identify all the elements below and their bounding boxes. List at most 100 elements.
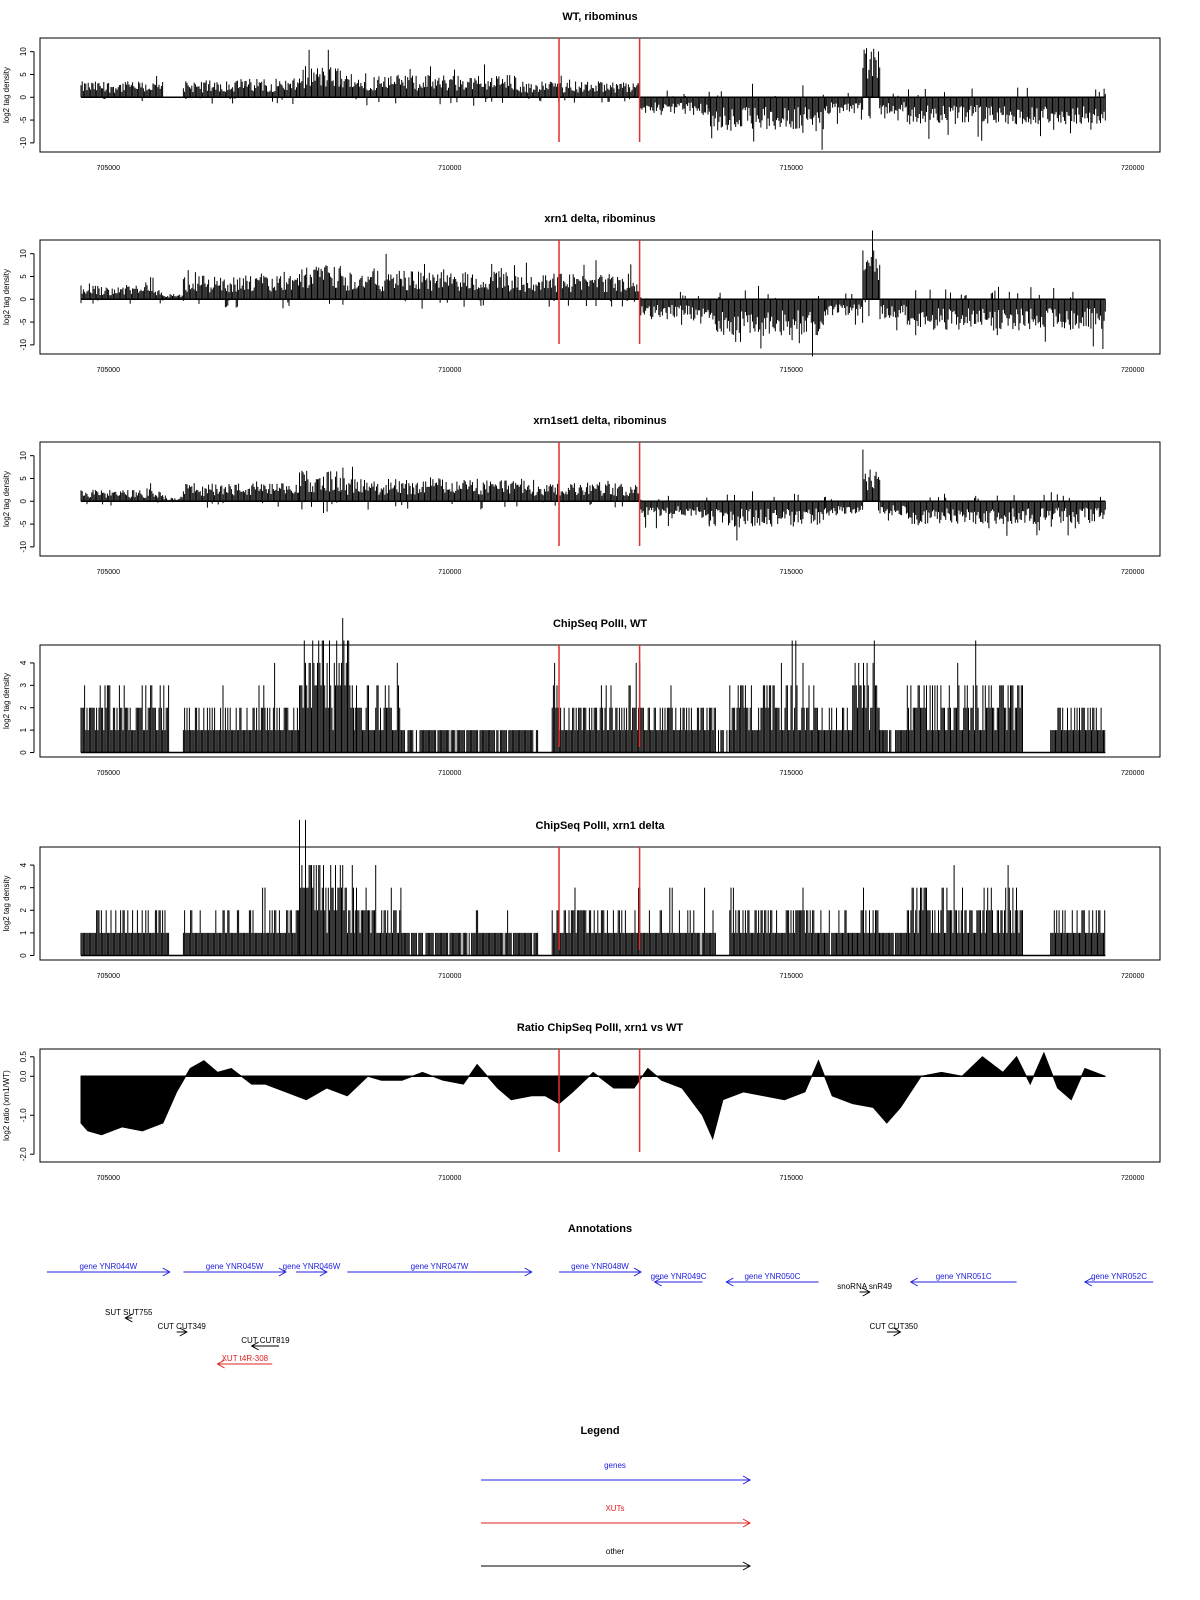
panel-4: ChipSeq PolII, WT 0 1 2 3 4 log2 tag density 70… [2, 618, 1161, 777]
x-tick-label: 710000 [438, 569, 461, 576]
bar-segment-9 [708, 83, 825, 150]
bar-segment-7 [517, 75, 640, 103]
bar-segment-18 [1050, 707, 1106, 753]
y-tick-label: 10 [19, 451, 28, 460]
bar-segment-6 [517, 478, 640, 508]
x-tick-label: 715000 [780, 973, 803, 980]
x-axis: 705000 710000 715000 720000 [97, 569, 1145, 576]
bar-segment-6 [353, 662, 402, 753]
arrow-head [162, 1267, 171, 1277]
bar-segment-18 [1050, 910, 1106, 956]
bar-segment-15 [879, 730, 907, 753]
legend-item: genes [481, 1461, 752, 1485]
panel-title: Ratio ChipSeq PolII, xrn1 vs WT [517, 1022, 684, 1034]
y-tick-label: 2 [19, 908, 28, 913]
bar-segment-9 [551, 662, 641, 753]
annotation-label: gene YNR047W [411, 1262, 469, 1271]
bar-segment-5 [299, 618, 354, 753]
arrow-head [250, 1341, 259, 1351]
y-tick-label: 5 [19, 476, 28, 481]
y-tick-label: 0.5 [19, 1051, 28, 1063]
ratio-area [80, 1051, 1106, 1141]
y-tick-label: 1 [19, 727, 28, 732]
bar-segment-8 [708, 285, 825, 357]
x-axis: 705000 710000 715000 720000 [97, 367, 1145, 374]
bar-segment-5 [340, 253, 518, 309]
legend-item-label: XUTs [605, 1504, 624, 1513]
legend: Legend genes XUTs other [481, 1425, 752, 1571]
bar-segment-1 [80, 483, 164, 506]
annotation-feature: gene YNR049C [651, 1272, 707, 1287]
panel-title: xrn1set1 delta, ribominus [533, 415, 666, 427]
y-tick-label: 0 [19, 95, 28, 100]
x-tick-label: 720000 [1121, 569, 1144, 576]
annotation-feature: gene YNR050C [725, 1272, 819, 1287]
panel-title: ChipSeq PolII, xrn1 delta [536, 820, 666, 832]
annotations-track: Annotations gene YNR044W gene YNR045W gene … [46, 1223, 1154, 1369]
legend-item: XUTs [481, 1504, 752, 1528]
y-tick-label: 5 [19, 72, 28, 77]
panel-3: xrn1set1 delta, ribominus -10 -5 0 5 10 log2 t… [2, 415, 1161, 576]
plot-frame [39, 441, 1161, 557]
data-marks [80, 230, 1106, 357]
bar-segment-11 [879, 501, 907, 521]
x-tick-label: 715000 [780, 569, 803, 576]
arrow-head [319, 1267, 328, 1277]
bar-segment-1 [80, 75, 164, 102]
bar-segment-4 [271, 662, 300, 753]
x-tick-label: 720000 [1121, 165, 1144, 172]
arrow-head [909, 1277, 918, 1287]
bar-segment-9 [824, 496, 864, 516]
annotation-feature: gene YNR046W [283, 1262, 341, 1277]
bar-segment-3 [182, 685, 272, 753]
bar-segment-10 [862, 230, 881, 317]
bar-segment-13 [818, 910, 853, 956]
x-tick-label: 720000 [1121, 973, 1144, 980]
y-axis-label: log2 tag density [2, 875, 11, 931]
y-axis-label: log2 tag density [2, 471, 11, 527]
bar-segment-12 [729, 887, 818, 956]
arrow-head [893, 1327, 902, 1337]
bar-segment-6 [517, 260, 640, 307]
bar-segment-9 [824, 293, 864, 325]
annotation-feature: SUT SUT755 [105, 1308, 153, 1323]
y-axis-label: log2 ratio (xrn1/WT) [2, 1070, 11, 1141]
annotation-feature: gene YNR052C [1083, 1272, 1154, 1287]
y-tick-label: -1.0 [19, 1108, 28, 1122]
x-tick-label: 705000 [97, 1175, 120, 1182]
y-axis: -10 -5 0 5 10 log2 tag density [2, 47, 35, 149]
arrow-head [524, 1267, 533, 1277]
bar-segment-4 [244, 78, 300, 104]
arrow-head [179, 1327, 188, 1337]
bar-segment-16 [906, 865, 1023, 956]
arrow-head [653, 1277, 662, 1287]
bar-segment-7 [639, 291, 710, 325]
legend-item: other [481, 1547, 752, 1571]
bar-segment-6 [353, 865, 402, 956]
annotation-label: gene YNR045W [206, 1262, 264, 1271]
annotation-label: gene YNR051C [936, 1272, 992, 1281]
data-marks [80, 48, 1106, 150]
bar-segment-8 [708, 491, 825, 541]
x-tick-label: 705000 [97, 165, 120, 172]
y-tick-label: 3 [19, 683, 28, 688]
x-axis: 705000 710000 715000 720000 [97, 165, 1145, 172]
bar-segment-7 [401, 730, 539, 753]
bar-segment-3 [182, 887, 272, 956]
bar-segment-1 [80, 910, 170, 956]
y-tick-label: 4 [19, 862, 28, 867]
legend-item-label: other [606, 1547, 625, 1556]
annotation-label: XUT t4R-308 [222, 1354, 269, 1363]
x-tick-label: 705000 [97, 569, 120, 576]
x-axis: 705000 710000 715000 720000 [97, 770, 1145, 777]
data-marks [80, 618, 1106, 753]
x-tick-label: 720000 [1121, 1175, 1144, 1182]
plot-frame [39, 644, 1161, 758]
annotation-label: CUT CUT350 [870, 1322, 919, 1331]
bar-segment-3 [182, 79, 246, 104]
panel-title: ChipSeq PolII, WT [553, 618, 647, 630]
y-tick-label: -10 [19, 137, 28, 149]
y-tick-label: -5 [19, 520, 28, 528]
bar-segment-5 [299, 819, 354, 956]
